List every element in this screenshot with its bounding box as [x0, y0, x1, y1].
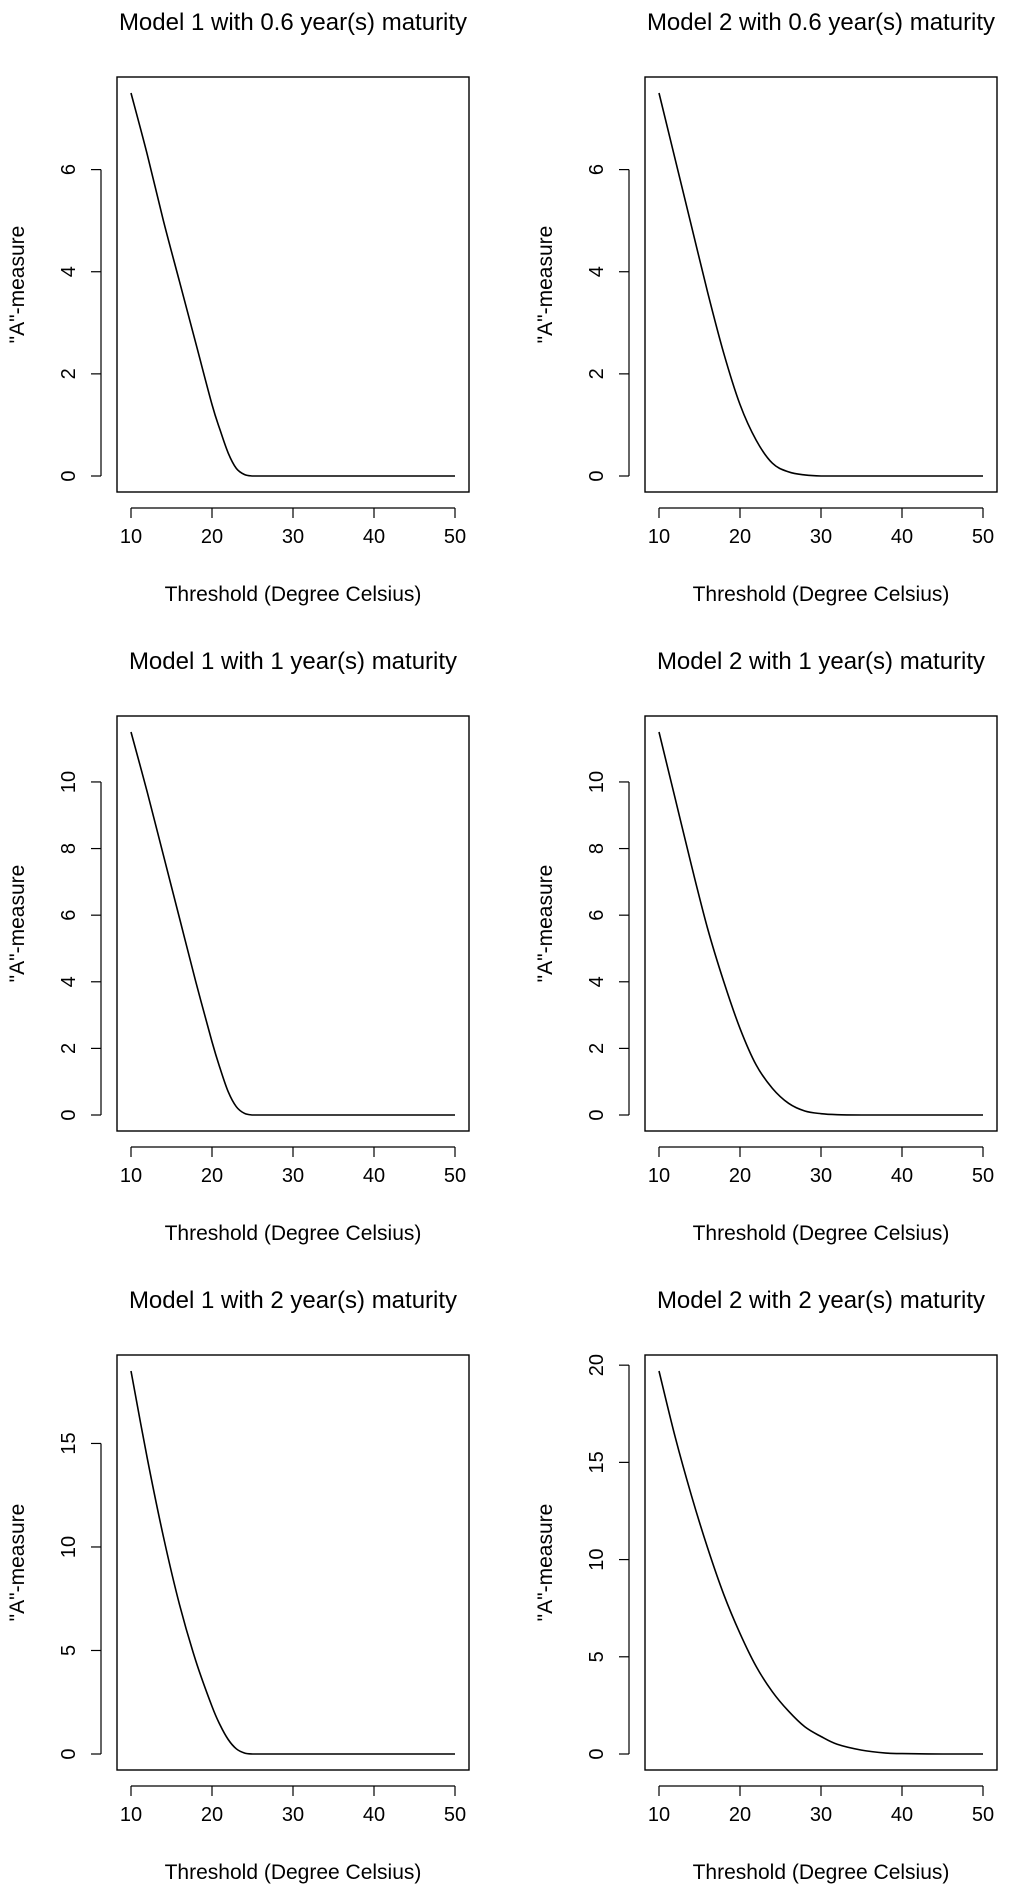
chart-4-y-tick-label-8: 8: [586, 843, 608, 854]
chart-4-plot-frame: [644, 715, 998, 1132]
chart-3-x-axis-label: Threshold (Degree Celsius): [165, 1222, 422, 1245]
chart-3-y-tick-label-10: 10: [58, 771, 80, 793]
chart-4-y-tick-label-4: 4: [586, 976, 608, 987]
chart-1-title: Model 1 with 0.6 year(s) maturity: [119, 9, 467, 36]
chart-1-x-tick-label-40: 40: [363, 526, 385, 548]
chart-3-x-tick-label-20: 20: [201, 1165, 223, 1187]
chart-6-y-tick-label-10: 10: [586, 1548, 608, 1570]
chart-5-x-axis-label: Threshold (Degree Celsius): [165, 1861, 422, 1884]
chart-4-y-axis-label: "A"-measure: [534, 865, 557, 983]
chart-1-x-tick-label-50: 50: [444, 526, 466, 548]
chart-4-x-tick-label-40: 40: [891, 1165, 913, 1187]
chart-6-x-axis-label: Threshold (Degree Celsius): [693, 1861, 950, 1884]
chart-6-x-tick-label-10: 10: [648, 1804, 670, 1826]
chart-2-y-tick-label-6: 6: [586, 164, 608, 175]
chart-4-x-tick-label-20: 20: [729, 1165, 751, 1187]
chart-5-plot-frame: [116, 1354, 470, 1771]
chart-2-x-axis-label: Threshold (Degree Celsius): [693, 583, 950, 606]
chart-5-x-tick-label-10: 10: [120, 1804, 142, 1826]
chart-2-plot-frame: [644, 76, 998, 493]
chart-6-y-tick-label-20: 20: [586, 1354, 608, 1376]
chart-2-series-line: [658, 92, 983, 477]
chart-2-y-tick-label-4: 4: [586, 266, 608, 277]
chart-5-y-tick-label-10: 10: [58, 1536, 80, 1558]
chart-4-title: Model 2 with 1 year(s) maturity: [657, 648, 985, 675]
chart-6-series-line: [658, 1370, 983, 1755]
chart-5-y-axis-label: "A"-measure: [6, 1504, 29, 1622]
chart-5-x-tick-label-30: 30: [282, 1804, 304, 1826]
chart-4-x-tick-label-10: 10: [648, 1165, 670, 1187]
chart-6-y-tick-label-15: 15: [586, 1451, 608, 1473]
chart-5-y-tick-label-15: 15: [58, 1432, 80, 1454]
chart-5-title: Model 1 with 2 year(s) maturity: [129, 1287, 457, 1314]
chart-1-series-line: [130, 92, 455, 477]
chart-2-x-tick-label-30: 30: [810, 526, 832, 548]
chart-6-x-tick-label-30: 30: [810, 1804, 832, 1826]
chart-5-x-tick-label-20: 20: [201, 1804, 223, 1826]
chart-6-plot-frame: [644, 1354, 998, 1771]
chart-4-y-tick-label-10: 10: [586, 771, 608, 793]
chart-3-y-axis-label: "A"-measure: [6, 865, 29, 983]
chart-2-x-tick-label-50: 50: [972, 526, 994, 548]
chart-1-y-axis-label: "A"-measure: [6, 226, 29, 344]
chart-2-title: Model 2 with 0.6 year(s) maturity: [647, 9, 995, 36]
chart-1-y-tick-label-0: 0: [58, 470, 80, 481]
chart-6-y-tick-label-5: 5: [586, 1651, 608, 1662]
chart-2-y-tick-label-0: 0: [586, 470, 608, 481]
chart-5-x-tick-label-40: 40: [363, 1804, 385, 1826]
chart-1-plot-frame: [116, 76, 470, 493]
chart-4-y-tick-label-2: 2: [586, 1043, 608, 1054]
chart-6-y-axis-label: "A"-measure: [534, 1504, 557, 1622]
chart-4-x-tick-label-50: 50: [972, 1165, 994, 1187]
chart-6-x-tick-label-40: 40: [891, 1804, 913, 1826]
chart-4-y-tick-label-0: 0: [586, 1109, 608, 1120]
chart-1-y-tick-label-6: 6: [58, 164, 80, 175]
chart-1-x-axis-label: Threshold (Degree Celsius): [165, 583, 422, 606]
chart-5-y-tick-label-5: 5: [58, 1645, 80, 1656]
chart-5-series-line: [130, 1370, 455, 1755]
chart-3-title: Model 1 with 1 year(s) maturity: [129, 648, 457, 675]
chart-6-x-tick-label-20: 20: [729, 1804, 751, 1826]
chart-3-x-tick-label-40: 40: [363, 1165, 385, 1187]
chart-2-x-tick-label-10: 10: [648, 526, 670, 548]
chart-3-y-tick-label-2: 2: [58, 1043, 80, 1054]
chart-1-y-tick-label-2: 2: [58, 368, 80, 379]
chart-1-x-tick-label-20: 20: [201, 526, 223, 548]
chart-4-x-tick-label-30: 30: [810, 1165, 832, 1187]
chart-2-x-tick-label-40: 40: [891, 526, 913, 548]
chart-3-x-tick-label-10: 10: [120, 1165, 142, 1187]
chart-3-plot-frame: [116, 715, 470, 1132]
chart-4-x-axis-label: Threshold (Degree Celsius): [693, 1222, 950, 1245]
chart-3-series-line: [130, 731, 455, 1116]
chart-1-x-tick-label-30: 30: [282, 526, 304, 548]
chart-6-x-tick-label-50: 50: [972, 1804, 994, 1826]
chart-6-y-tick-label-0: 0: [586, 1748, 608, 1759]
chart-2-y-axis-label: "A"-measure: [534, 226, 557, 344]
chart-5-x-tick-label-50: 50: [444, 1804, 466, 1826]
chart-3-y-tick-label-4: 4: [58, 976, 80, 987]
chart-4-y-tick-label-6: 6: [586, 910, 608, 921]
chart-2-y-tick-label-2: 2: [586, 368, 608, 379]
chart-6-title: Model 2 with 2 year(s) maturity: [657, 1287, 985, 1314]
chart-1-x-tick-label-10: 10: [120, 526, 142, 548]
chart-3-y-tick-label-8: 8: [58, 843, 80, 854]
chart-2-x-tick-label-20: 20: [729, 526, 751, 548]
chart-3-y-tick-label-6: 6: [58, 910, 80, 921]
chart-5-y-tick-label-0: 0: [58, 1748, 80, 1759]
chart-3-y-tick-label-0: 0: [58, 1109, 80, 1120]
chart-1-y-tick-label-4: 4: [58, 266, 80, 277]
chart-4-series-line: [658, 731, 983, 1116]
chart-3-x-tick-label-50: 50: [444, 1165, 466, 1187]
chart-3-x-tick-label-30: 30: [282, 1165, 304, 1187]
